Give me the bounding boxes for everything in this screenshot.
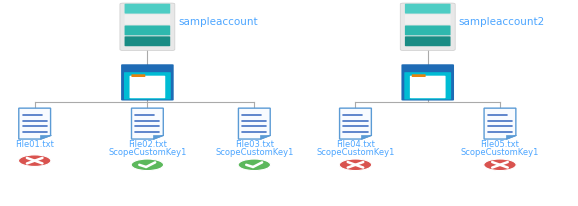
FancyBboxPatch shape	[405, 36, 451, 46]
FancyBboxPatch shape	[412, 74, 425, 77]
Text: File02.txt: File02.txt	[128, 140, 167, 149]
FancyBboxPatch shape	[401, 64, 454, 101]
Text: File04.txt: File04.txt	[336, 140, 375, 149]
Text: sampleaccount: sampleaccount	[178, 17, 258, 27]
FancyBboxPatch shape	[121, 64, 173, 101]
FancyBboxPatch shape	[125, 26, 171, 35]
Polygon shape	[484, 108, 516, 139]
Polygon shape	[40, 135, 51, 139]
Polygon shape	[153, 135, 164, 139]
FancyBboxPatch shape	[125, 4, 171, 14]
FancyBboxPatch shape	[131, 74, 145, 77]
Text: sampleaccount2: sampleaccount2	[458, 17, 544, 27]
FancyBboxPatch shape	[400, 3, 455, 50]
Text: ScopeCustomKey1: ScopeCustomKey1	[316, 148, 395, 157]
FancyBboxPatch shape	[405, 4, 451, 14]
Circle shape	[18, 155, 51, 166]
FancyBboxPatch shape	[125, 15, 171, 25]
FancyBboxPatch shape	[125, 36, 171, 46]
Polygon shape	[506, 135, 516, 139]
Text: File05.txt: File05.txt	[480, 140, 520, 149]
Circle shape	[131, 159, 164, 171]
Polygon shape	[260, 135, 271, 139]
Text: File03.txt: File03.txt	[235, 140, 274, 149]
Polygon shape	[361, 135, 371, 139]
Text: File01.txt: File01.txt	[15, 140, 54, 149]
FancyBboxPatch shape	[410, 76, 446, 98]
Text: ScopeCustomKey1: ScopeCustomKey1	[108, 148, 187, 157]
FancyBboxPatch shape	[405, 72, 451, 99]
Circle shape	[238, 159, 271, 171]
Text: ScopeCustomKey1: ScopeCustomKey1	[215, 148, 294, 157]
Polygon shape	[340, 108, 371, 139]
Circle shape	[484, 159, 516, 171]
FancyBboxPatch shape	[405, 26, 451, 35]
Circle shape	[339, 159, 372, 171]
Text: ScopeCustomKey1: ScopeCustomKey1	[461, 148, 539, 157]
FancyBboxPatch shape	[405, 15, 451, 25]
Polygon shape	[18, 108, 51, 139]
FancyBboxPatch shape	[129, 76, 165, 98]
FancyBboxPatch shape	[124, 72, 171, 99]
Polygon shape	[238, 108, 271, 139]
FancyBboxPatch shape	[120, 3, 175, 50]
Polygon shape	[132, 108, 164, 139]
